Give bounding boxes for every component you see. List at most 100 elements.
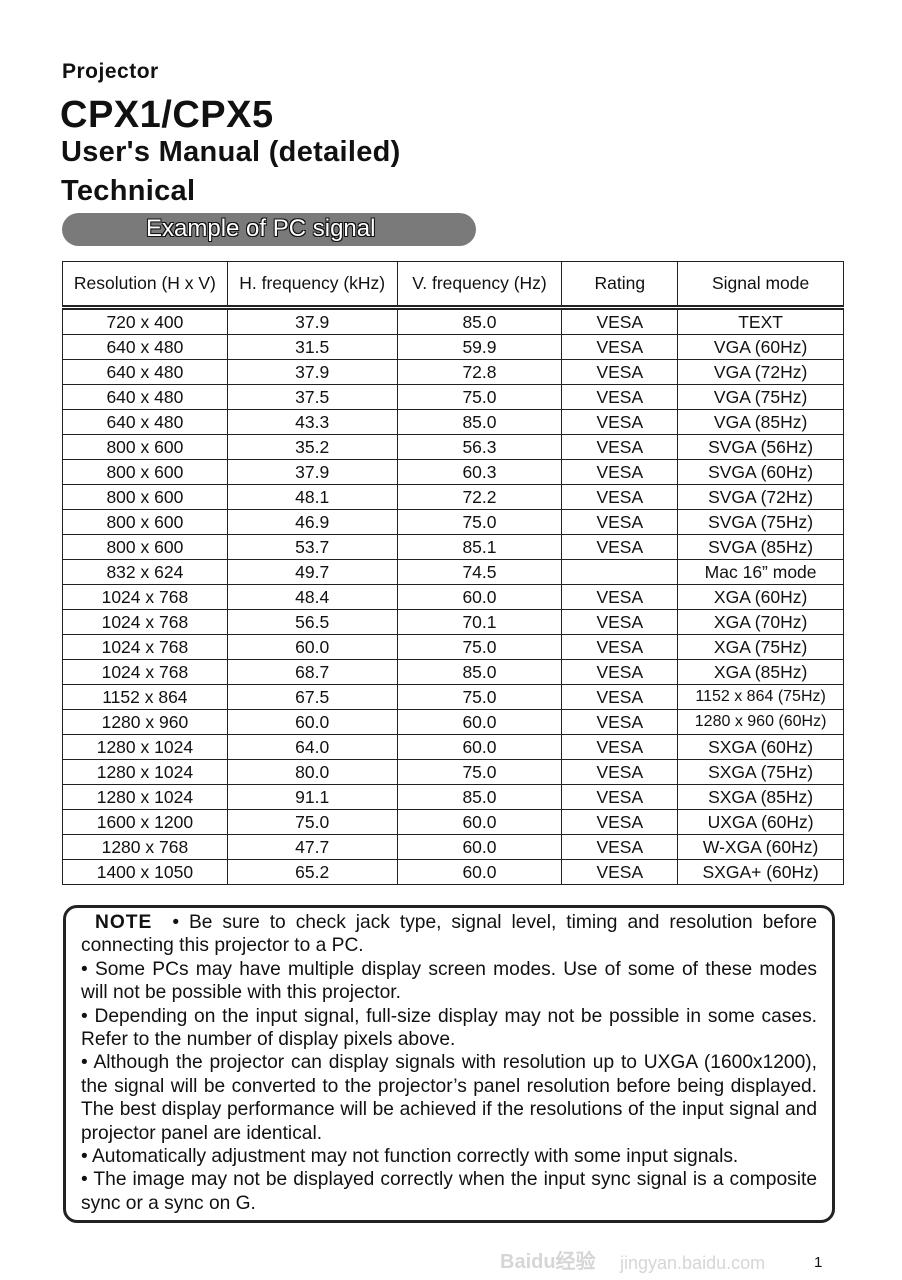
table-cell: VESA [561,734,679,760]
table-cell: VESA [561,609,679,635]
table-cell: VESA [561,434,679,460]
table-cell: XGA (70Hz) [677,609,844,635]
table-row: 1024 x 768 60.0 75.0 VESA XGA (75Hz) [62,634,844,660]
pc-signal-table: Resolution (H x V) H. frequency (kHz) V. f… [62,261,844,885]
watermark-logo: Baidu经验 [500,1251,596,1273]
table-row: 1024 x 768 48.4 60.0 VESA XGA (60Hz) [62,584,844,610]
table-row: 640 x 480 37.5 75.0 VESA VGA (75Hz) [62,384,844,410]
table-row: 720 x 400 37.9 85.0 VESA TEXT [62,307,844,335]
table-cell: 75.0 [226,809,398,835]
table-cell: VESA [561,534,679,560]
table-cell: 60.0 [396,584,563,610]
table-cell: W-XGA (60Hz) [677,834,844,860]
table-cell: 800 x 600 [62,434,228,460]
table-cell: VGA (85Hz) [677,409,844,435]
table-cell: 1600 x 1200 [62,809,228,835]
table-cell: Mac 16” mode [677,559,844,585]
table-cell: VESA [561,759,679,785]
table-cell: 1280 x 960 [62,709,228,735]
table-row: 832 x 624 49.7 74.5 Mac 16” mode [62,559,844,585]
table-cell [561,559,679,585]
table-cell: XGA (85Hz) [677,659,844,685]
table-cell: 85.0 [396,659,563,685]
note-box: NOTE • Be sure to check jack type, signal… [63,905,835,1224]
table-cell: VESA [561,634,679,660]
table-row: 1152 x 864 67.5 75.0 VESA 1152 x 864 (75Hz) [62,684,844,710]
table-row: 800 x 600 48.1 72.2 VESA SVGA (72Hz) [62,484,844,510]
table-cell: 800 x 600 [62,509,228,535]
table-cell: 60.0 [226,709,398,735]
table-cell: 80.0 [226,759,398,785]
table-cell: 60.0 [396,709,563,735]
table-cell: 1280 x 960 (60Hz) [677,709,844,735]
table-cell: VESA [561,584,679,610]
table-cell: VESA [561,659,679,685]
note-item: • Depending on the input signal, full-si… [81,1005,817,1051]
table-cell: 49.7 [226,559,398,585]
model-title: CPX1/CPX5 [60,94,274,136]
table-row: 1280 x 1024 64.0 60.0 VESA SXGA (60Hz) [62,734,844,760]
note-item: • The image may not be displayed correct… [81,1169,817,1214]
table-cell: 75.0 [396,634,563,660]
table-cell: VESA [561,484,679,510]
table-cell: 75.0 [396,684,563,710]
table-cell: SVGA (72Hz) [677,484,844,510]
table-cell: 640 x 480 [62,359,228,385]
table-cell: 53.7 [226,534,398,560]
table-cell: 640 x 480 [62,384,228,410]
table-cell: 800 x 600 [62,484,228,510]
table-cell: VGA (60Hz) [677,334,844,360]
table-cell: 85.0 [396,307,563,335]
table-cell: 1024 x 768 [62,609,228,635]
table-cell: 60.3 [396,459,563,485]
table-cell: 35.2 [226,434,398,460]
table-cell: 800 x 600 [62,534,228,560]
table-cell: 85.0 [396,409,563,435]
table-cell: 46.9 [226,509,398,535]
table-cell: 56.3 [396,434,563,460]
table-cell: 85.0 [396,784,563,810]
table-row: 640 x 480 43.3 85.0 VESA VGA (85Hz) [62,409,844,435]
table-cell: 75.0 [396,759,563,785]
table-cell: 68.7 [226,659,398,685]
table-row: 640 x 480 31.5 59.9 VESA VGA (60Hz) [62,334,844,360]
table-cell: VESA [561,709,679,735]
note-label: NOTE [95,912,153,933]
table-row: 1400 x 1050 65.2 60.0 VESA SXGA+ (60Hz) [62,859,844,885]
table-cell: 65.2 [226,859,398,885]
table-cell: SVGA (60Hz) [677,459,844,485]
product-category: Projector [62,60,159,83]
section-title: Technical [61,175,196,207]
table-row: 1280 x 1024 80.0 75.0 VESA SXGA (75Hz) [62,759,844,785]
table-row: 1280 x 1024 91.1 85.0 VESA SXGA (85Hz) [62,784,844,810]
column-header: Rating [561,261,679,308]
table-cell: VESA [561,859,679,885]
table-cell: 91.1 [226,784,398,810]
page-number: 1 [814,1254,823,1271]
table-row: 640 x 480 37.9 72.8 VESA VGA (72Hz) [62,359,844,385]
table-row: 1024 x 768 56.5 70.1 VESA XGA (70Hz) [62,609,844,635]
table-cell: 1024 x 768 [62,634,228,660]
watermark-url: jingyan.baidu.com [620,1253,766,1273]
table-cell: 1280 x 1024 [62,784,228,810]
table-cell: 1280 x 1024 [62,734,228,760]
table-cell: SVGA (85Hz) [677,534,844,560]
table-cell: 37.5 [226,384,398,410]
table-cell: VESA [561,409,679,435]
table-cell: 75.0 [396,384,563,410]
table-row: 800 x 600 35.2 56.3 VESA SVGA (56Hz) [62,434,844,460]
table-cell: 800 x 600 [62,459,228,485]
table-cell: VESA [561,809,679,835]
table-cell: 1152 x 864 (75Hz) [677,684,844,710]
table-row: 800 x 600 46.9 75.0 VESA SVGA (75Hz) [62,509,844,535]
table-cell: 85.1 [396,534,563,560]
table-cell: 72.2 [396,484,563,510]
table-cell: SXGA+ (60Hz) [677,859,844,885]
table-cell: SVGA (75Hz) [677,509,844,535]
table-cell: 37.9 [226,459,398,485]
table-row: 1024 x 768 68.7 85.0 VESA XGA (85Hz) [62,659,844,685]
table-cell: 1280 x 1024 [62,759,228,785]
note-item: • Automatically adjustment may not funct… [81,1146,739,1168]
table-cell: SVGA (56Hz) [677,434,844,460]
table-cell: 43.3 [226,409,398,435]
